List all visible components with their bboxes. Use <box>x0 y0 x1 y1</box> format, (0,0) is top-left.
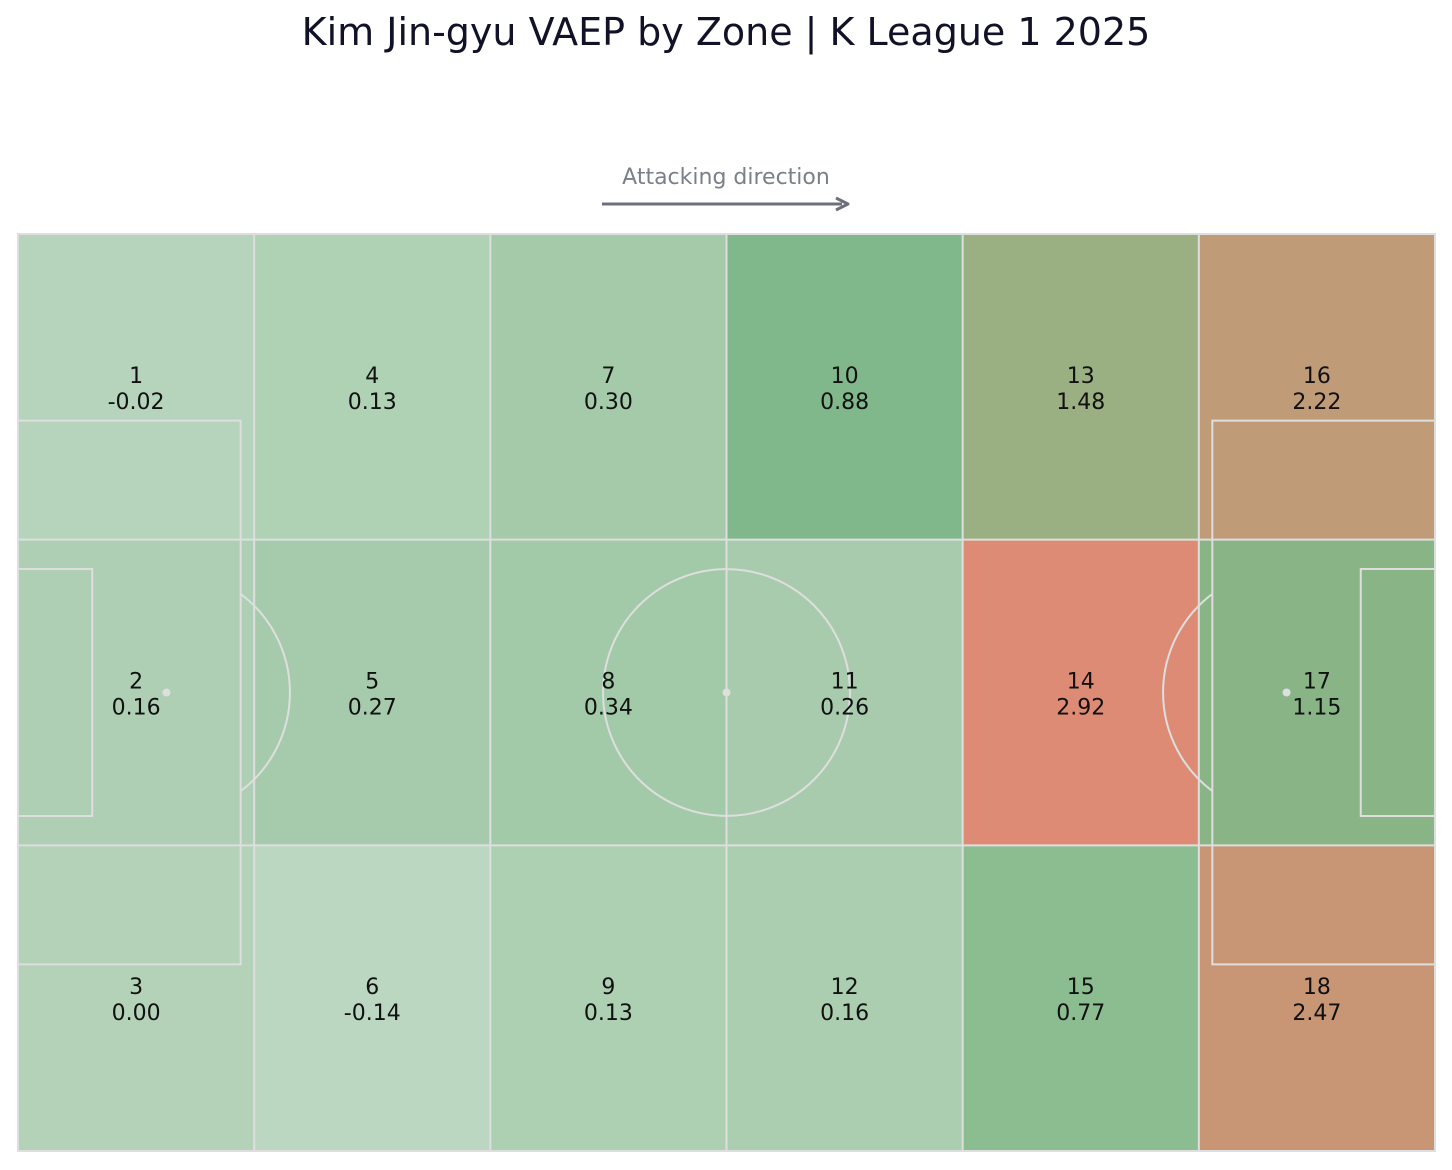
zone-cell <box>1198 845 1435 1151</box>
left-penalty-spot <box>162 688 171 697</box>
zone-cell <box>18 539 255 846</box>
zone-number: 11 <box>831 670 859 695</box>
zone-value: 0.00 <box>112 1001 161 1026</box>
zone-cell <box>726 845 963 1151</box>
center-circle <box>602 568 851 817</box>
zone-value: 0.77 <box>1056 1001 1105 1026</box>
zone-number: 1 <box>129 364 143 389</box>
zone-number: 13 <box>1067 364 1095 389</box>
zone-value: 0.88 <box>820 390 869 415</box>
zone-cell <box>490 539 727 846</box>
zone-cell <box>962 539 1199 846</box>
zone-cell <box>254 539 491 846</box>
zone-value: 1.15 <box>1292 696 1341 721</box>
zone-cell <box>1198 234 1435 540</box>
arrow-head <box>835 196 850 212</box>
zone-value: 0.26 <box>820 696 869 721</box>
zone-number: 3 <box>129 975 143 1000</box>
zone-value: -0.14 <box>344 1001 401 1026</box>
zone-number: 10 <box>831 364 859 389</box>
zone-value: 0.27 <box>348 696 397 721</box>
zone-cell <box>18 234 255 540</box>
zone-cell <box>962 234 1199 540</box>
zone-cell <box>490 845 727 1151</box>
zone-cell <box>726 539 963 846</box>
zone-value: 0.13 <box>584 1001 633 1026</box>
zone-number: 17 <box>1303 670 1331 695</box>
right-penalty-spot <box>1282 688 1291 697</box>
zone-value: 2.92 <box>1056 696 1105 721</box>
zone-cell <box>18 845 255 1151</box>
zone-number: 9 <box>601 975 615 1000</box>
zone-value: -0.02 <box>108 390 165 415</box>
zone-cell <box>254 845 491 1151</box>
zone-value: 0.34 <box>584 696 633 721</box>
zone-number: 2 <box>129 670 143 695</box>
zone-cell <box>1198 539 1435 846</box>
zone-number: 12 <box>831 975 859 1000</box>
zone-value: 0.16 <box>820 1001 869 1026</box>
zone-cell <box>962 845 1199 1151</box>
chart-title: Kim Jin-gyu VAEP by Zone | K League 1 20… <box>301 10 1151 54</box>
zone-number: 16 <box>1303 364 1331 389</box>
attacking-direction-arrow <box>602 196 850 212</box>
right-penalty-arc <box>1162 593 1213 792</box>
pitch-markings <box>17 233 1437 1152</box>
right-six-yard-box <box>1359 567 1437 818</box>
attacking-direction-label: Attacking direction <box>622 165 830 190</box>
zone-number: 4 <box>365 364 379 389</box>
zone-number: 5 <box>365 670 379 695</box>
zone-number: 8 <box>601 670 615 695</box>
center-spot <box>722 688 731 697</box>
zone-number: 14 <box>1067 670 1095 695</box>
zone-value: 0.30 <box>584 390 633 415</box>
zone-value: 2.22 <box>1292 390 1341 415</box>
zone-cell <box>490 234 727 540</box>
zone-number: 15 <box>1067 975 1095 1000</box>
zone-labels: 1-0.0220.1630.0040.1350.276-0.1470.3080.… <box>108 364 1342 1026</box>
zone-value: 0.16 <box>112 696 161 721</box>
zone-value: 2.47 <box>1292 1001 1341 1026</box>
zones-layer <box>18 234 1435 1151</box>
left-six-yard-box <box>17 567 94 818</box>
zone-cell <box>726 234 963 540</box>
zone-value: 0.13 <box>348 390 397 415</box>
zone-number: 7 <box>601 364 615 389</box>
zone-number: 18 <box>1303 975 1331 1000</box>
zone-cell <box>254 234 491 540</box>
zone-number: 6 <box>365 975 379 1000</box>
left-penalty-arc <box>240 593 291 792</box>
zone-value: 1.48 <box>1056 390 1105 415</box>
